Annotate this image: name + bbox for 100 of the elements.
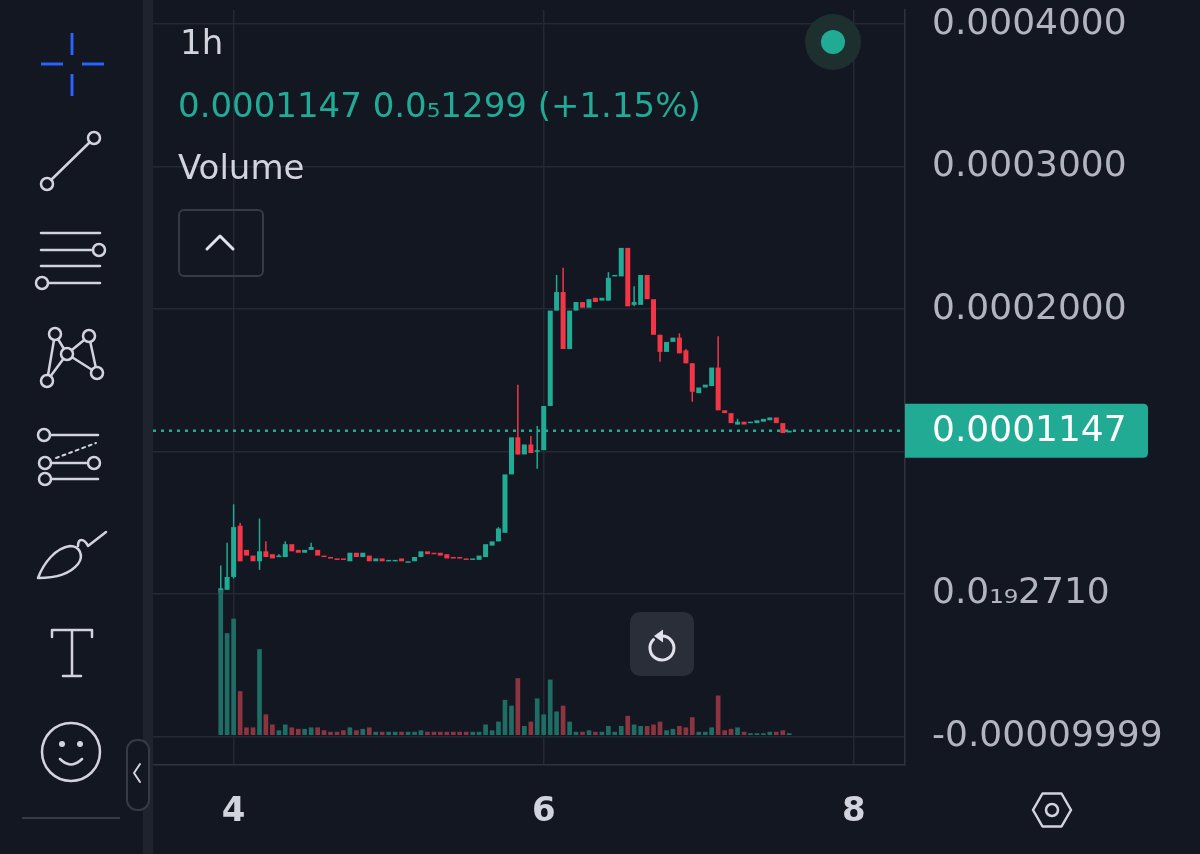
candlestick	[353, 552, 359, 558]
candlestick	[599, 297, 605, 301]
bar	[522, 725, 527, 735]
candlestick	[515, 383, 521, 456]
candlestick	[373, 558, 379, 562]
bar	[250, 727, 256, 735]
bar	[360, 728, 366, 735]
bar	[586, 730, 592, 735]
bar	[651, 724, 656, 735]
candlestick	[780, 423, 786, 434]
candlestick	[722, 410, 728, 414]
candlestick	[489, 541, 495, 546]
bar	[218, 590, 224, 735]
bar	[683, 727, 689, 735]
bar	[470, 731, 476, 735]
candlestick	[644, 274, 650, 300]
bar	[257, 649, 262, 735]
bar	[496, 721, 501, 735]
candlestick	[618, 247, 624, 277]
bar	[696, 731, 702, 735]
candlestick	[315, 549, 321, 556]
candlestick	[418, 551, 424, 558]
text: 0.0001147 0.0₅1299 (+1.15%)	[178, 85, 701, 125]
candlestick	[664, 341, 670, 352]
bar	[244, 727, 249, 735]
bar	[386, 731, 392, 735]
candlestick	[605, 271, 611, 302]
candlestick	[567, 310, 573, 350]
bar	[399, 731, 404, 735]
candlestick	[728, 413, 734, 424]
bar	[425, 731, 430, 735]
candlestick	[412, 557, 418, 562]
candlestick	[651, 299, 657, 335]
bar	[677, 725, 682, 735]
bar	[328, 731, 333, 735]
bar	[664, 730, 669, 735]
candlestick	[347, 552, 353, 562]
bar	[735, 727, 740, 735]
bar	[689, 717, 695, 735]
bar	[373, 731, 379, 735]
bar	[418, 730, 424, 735]
candlestick	[741, 421, 747, 425]
candlestick	[224, 542, 230, 591]
y-tick-label: 0.0002000	[932, 285, 1127, 327]
candlestick	[586, 299, 592, 308]
candlestick	[592, 297, 598, 303]
bar	[722, 730, 728, 735]
y-tick-label: -0.00009999	[932, 712, 1163, 754]
candlestick	[295, 549, 301, 553]
bar	[625, 715, 631, 735]
x-tick-label: 8	[842, 789, 866, 830]
bar	[412, 731, 417, 735]
bar	[315, 727, 320, 735]
candlestick	[625, 247, 631, 307]
bar	[341, 730, 346, 735]
candlestick	[257, 517, 263, 571]
ref-line-label: 0.0001147	[932, 408, 1127, 450]
candlestick	[547, 310, 553, 407]
bar	[347, 727, 353, 735]
bar	[354, 730, 359, 735]
bar	[580, 731, 585, 735]
bar	[308, 727, 314, 735]
bar	[295, 728, 301, 735]
candlestick	[360, 552, 366, 558]
candlestick	[508, 437, 514, 475]
bar	[282, 724, 288, 735]
bar	[270, 724, 275, 735]
x-tick-label: 4	[221, 789, 246, 830]
bar	[392, 731, 398, 735]
bar	[618, 725, 624, 735]
bar	[489, 730, 495, 735]
bar	[321, 730, 327, 735]
candlestick	[269, 554, 275, 559]
candlestick	[554, 274, 560, 312]
chart-title: Volume	[178, 147, 305, 187]
bar	[231, 618, 236, 735]
bar	[366, 727, 372, 735]
candlestick	[670, 337, 676, 342]
bar	[638, 725, 643, 735]
candlestick	[399, 558, 405, 562]
chart-title: 1h	[180, 22, 224, 62]
bar	[567, 721, 572, 735]
candlestick	[289, 544, 295, 552]
bar	[276, 730, 282, 735]
candlestick	[302, 549, 308, 553]
bar	[463, 731, 469, 735]
x-tick-label: 6	[531, 789, 556, 830]
bar	[509, 705, 514, 735]
candlestick	[773, 417, 779, 424]
bar	[302, 728, 307, 735]
bar	[289, 727, 295, 735]
y-tick-label: 0.0003000	[932, 143, 1127, 185]
y-tick-label: 0.0004000	[932, 0, 1127, 42]
candlestick	[573, 302, 579, 311]
candlestick	[579, 302, 585, 308]
candlestick	[657, 334, 663, 363]
candlestick	[521, 444, 527, 455]
bar	[593, 731, 598, 735]
candlestick	[379, 558, 385, 562]
y-tick-label: 0.0₁₉2710	[932, 570, 1110, 612]
